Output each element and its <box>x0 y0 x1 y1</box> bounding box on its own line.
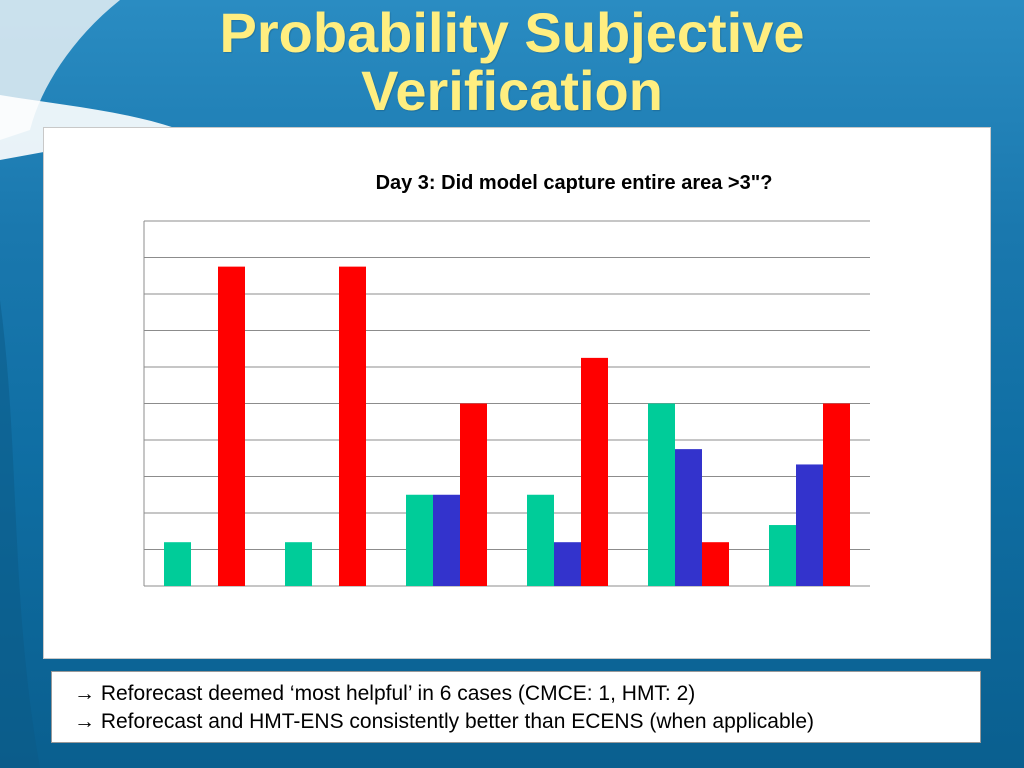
bar-series-2-group-4 <box>554 542 581 586</box>
bar-series-1-group-6 <box>769 525 796 586</box>
bar-series-2-group-3 <box>433 494 460 586</box>
bars <box>164 266 850 586</box>
summary-notes: → Reforecast deemed ‘most helpful’ in 6 … <box>51 671 981 743</box>
bar-series-1-group-5 <box>648 403 675 586</box>
bar-series-3-group-6 <box>823 403 850 586</box>
slide-title-line-2: Verification <box>361 59 663 122</box>
bar-series-3-group-2 <box>339 266 366 586</box>
bar-series-3-group-4 <box>581 357 608 586</box>
slide-title: Probability Subjective Verification <box>0 4 1024 120</box>
bar-chart: Day 3: Did model capture entire area >3"… <box>143 172 870 587</box>
gridlines <box>143 220 870 587</box>
bar-series-2-group-5 <box>675 449 702 586</box>
bar-series-1-group-3 <box>406 494 433 586</box>
bar-series-2-group-6 <box>796 464 823 586</box>
bar-series-1-group-1 <box>164 542 191 586</box>
bar-series-1-group-4 <box>527 494 554 586</box>
bar-series-3-group-1 <box>218 266 245 586</box>
chart-panel: Day 3: Did model capture entire area >3"… <box>43 127 991 659</box>
bar-series-1-group-2 <box>285 542 312 586</box>
bar-series-3-group-5 <box>702 542 729 586</box>
bar-series-3-group-3 <box>460 403 487 586</box>
chart-title: Day 3: Did model capture entire area >3"… <box>376 172 773 194</box>
note-line-2: → Reforecast and HMT-ENS consistently be… <box>74 710 814 733</box>
note-line-1: → Reforecast deemed ‘most helpful’ in 6 … <box>74 682 696 705</box>
slide-title-line-1: Probability Subjective <box>219 1 805 64</box>
